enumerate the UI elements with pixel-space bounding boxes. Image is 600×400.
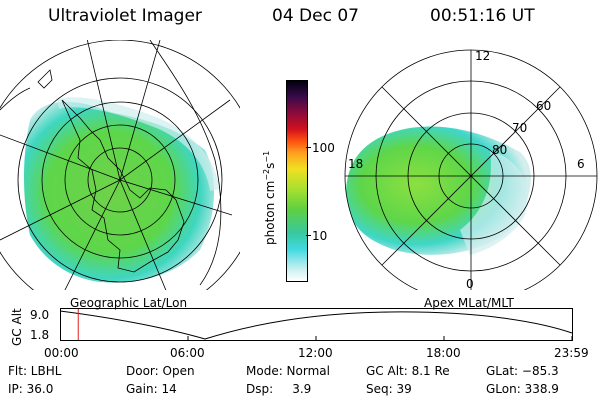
status-flt: Flt: LBHL: [8, 364, 62, 378]
status-ip: IP: 36.0: [8, 382, 54, 396]
time-tick-1800: 18:00: [426, 346, 461, 360]
status-gc-alt: GC Alt: 8.1 Re: [366, 364, 450, 378]
mlt-label-12: 12: [475, 49, 490, 63]
coastline: [37, 69, 185, 273]
coastline-outer: [0, 40, 222, 286]
apex-map: 12 18 6 0 60 70 80: [344, 49, 598, 290]
altitude-plot: [60, 308, 573, 341]
time-tick-0600: 06:00: [170, 346, 205, 360]
status-seq: Seq: 39: [366, 382, 412, 396]
colorbar-tick-10: 10: [312, 229, 328, 243]
status-door: Door: Open: [126, 364, 195, 378]
mlt-label-6: 6: [577, 157, 585, 171]
observation-time: 00:51:16 UT: [430, 6, 535, 26]
apex-label: Apex MLat/MLT: [424, 296, 514, 310]
geo-aurora-edge: [56, 97, 220, 191]
gc-alt-axis-label: GC Alt: [10, 308, 24, 346]
status-gain: Gain: 14: [126, 382, 177, 396]
instrument-title: Ultraviolet Imager: [48, 6, 202, 26]
status-dsp: Dsp: 3.9: [246, 382, 312, 396]
altitude-plot-frame: [60, 308, 573, 341]
time-tick-2359: 23:59: [554, 346, 589, 360]
time-ticks: [60, 336, 573, 341]
status-mode: Mode: Normal: [246, 364, 330, 378]
time-tick-1200: 12:00: [298, 346, 333, 360]
altitude-curve: [60, 310, 573, 340]
alt-tick-9: 9.0: [30, 308, 50, 322]
geo-lat-ring-inner: [87, 147, 153, 213]
geo-lat-ring-4: [64, 124, 176, 236]
geo-meridians: [0, 40, 233, 290]
status-glon: GLon: 338.9: [486, 382, 559, 396]
observation-date: 04 Dec 07: [272, 6, 359, 26]
status-glat: GLat: −85.3: [486, 364, 559, 378]
geo-lat-ring-3: [41, 101, 199, 259]
colorbar-tick-100: 100: [312, 141, 335, 155]
alt-tick-1-8: 1.8: [30, 328, 50, 342]
apex-mlt-lines: [345, 50, 597, 290]
geo-aurora-oval: [24, 101, 215, 283]
colorbar: [286, 80, 308, 282]
geographic-map: [0, 40, 240, 290]
mlat-label-80: 80: [492, 143, 507, 157]
colorbar-tick-mark-100: [306, 147, 311, 148]
mlt-label-0: 0: [466, 277, 474, 290]
mlat-label-70: 70: [512, 121, 527, 135]
time-tick-0000: 00:00: [44, 346, 79, 360]
geographic-label: Geographic Lat/Lon: [70, 296, 188, 310]
colorbar-tick-mark-10: [306, 235, 311, 236]
geo-lat-ring-2: [17, 77, 223, 283]
colorbar-unit-label: photon cm−2s−1: [262, 150, 277, 245]
mlat-label-60: 60: [536, 99, 551, 113]
mlt-label-18: 18: [348, 157, 363, 171]
